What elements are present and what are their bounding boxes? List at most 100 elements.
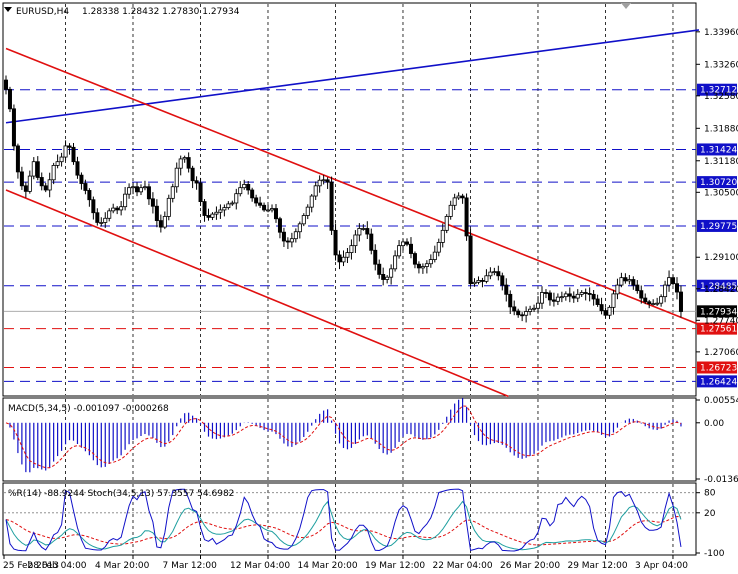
candle-body [111, 207, 116, 212]
candle-body [142, 186, 147, 189]
candle-body [135, 186, 140, 193]
candle-body [103, 217, 108, 223]
ohlc-readout: 1.28338 1.28432 1.27830 1.27934 [82, 7, 240, 17]
candle-body [119, 206, 124, 211]
level-label: 1.26424 [700, 377, 737, 387]
candle-body [19, 171, 24, 187]
time-tick-label: 7 Mar 12:00 [162, 561, 217, 571]
macd-tick-label: 0.005549 [704, 396, 738, 406]
candle-body [71, 146, 76, 163]
trendline [5, 29, 700, 124]
level-label: 1.29775 [700, 222, 737, 232]
candle-body [313, 185, 318, 197]
level-label-box [697, 176, 737, 189]
candle-body [627, 279, 632, 282]
time-tick-label: 25 Feb 2013 [3, 561, 59, 571]
candle-body [59, 156, 64, 163]
time-tick-label: 3 Apr 04:00 [635, 561, 688, 571]
candle-body [262, 204, 267, 211]
candle-body [67, 145, 72, 148]
price-tick-label: 1.28420 [704, 285, 738, 295]
candle-body [436, 242, 441, 253]
candle-body [412, 253, 417, 265]
candle-body [186, 157, 191, 169]
time-tick-label: 19 Mar 12:00 [365, 561, 425, 571]
candle-body [218, 209, 223, 213]
stoch-main-line [5, 500, 682, 551]
candle-body [297, 223, 302, 233]
candle-body [504, 284, 509, 295]
candle-body [408, 243, 413, 254]
shift-marker-icon[interactable] [621, 3, 631, 9]
candle-body [623, 277, 628, 282]
collapse-arrow-icon[interactable] [4, 7, 12, 12]
vertical-gridlines [65, 4, 674, 554]
candle-body [575, 293, 580, 299]
candle-body [317, 179, 322, 187]
candle-body [547, 292, 552, 301]
candle-body [162, 216, 167, 228]
level-label: 1.30720 [700, 178, 737, 188]
candle-body [591, 293, 596, 300]
macd-axis: 0.005549 0.00 -0.013690 [696, 396, 738, 485]
candle-body [95, 212, 100, 223]
candle-body [333, 229, 338, 256]
candle-body [91, 199, 96, 214]
candle-body [258, 202, 263, 206]
candle-body [607, 306, 612, 316]
candle-body [512, 306, 517, 312]
price-tick-label: 1.27060 [704, 348, 738, 358]
candle-body [329, 181, 334, 231]
candle-body [131, 186, 136, 189]
candle-body [301, 215, 306, 225]
candle-body [146, 186, 151, 200]
candle-body [353, 234, 358, 247]
price-tick-label: 1.33260 [704, 60, 738, 70]
level-label-box [697, 322, 737, 335]
candle-body [55, 161, 60, 166]
candle-body [492, 271, 497, 274]
candle-body [365, 228, 370, 235]
candle-body [464, 197, 469, 237]
candle-body [246, 184, 251, 191]
candle-body [424, 263, 429, 267]
candle-body [508, 293, 513, 308]
candle-body [397, 245, 402, 257]
candle-body [385, 276, 390, 280]
candle-body [524, 311, 529, 316]
candle-body [166, 197, 171, 217]
candle-body [182, 157, 187, 160]
candle-body [675, 283, 680, 293]
stoch-panel [2, 482, 697, 556]
candle-body [516, 310, 521, 316]
level-label-box [697, 219, 737, 232]
stoch-tick-label: -100 [704, 549, 725, 559]
candle-body [277, 218, 282, 233]
candle-body [595, 298, 600, 305]
candle-body [305, 206, 310, 216]
candle-body [115, 207, 120, 211]
candle-body [39, 177, 44, 187]
candle-body [496, 271, 501, 277]
time-tick-label: 29 Mar 12:00 [567, 561, 627, 571]
level-label-box [697, 83, 737, 96]
time-tick-label: 26 Mar 20:00 [500, 561, 560, 571]
candle-body [520, 314, 525, 317]
time-tick-label: 4 Mar 20:00 [95, 561, 150, 571]
candle-body [536, 302, 541, 309]
candle-body [571, 295, 576, 299]
candle-body [420, 266, 425, 269]
candle-body [234, 193, 239, 204]
candle-body [87, 190, 92, 201]
candle-body [639, 290, 644, 299]
stoch-title: %R(14) -88.9244 Stoch(34,5,13) 57.3557 5… [8, 489, 234, 499]
candle-body [238, 187, 243, 195]
time-tick-label: 28 Feb 04:00 [27, 561, 86, 571]
candle-body [11, 108, 16, 147]
candle-body [226, 203, 231, 209]
horizontal-levels [4, 89, 696, 382]
level-label-box [697, 279, 737, 292]
candle-body [349, 245, 354, 254]
stoch-tick-label: 20 [704, 509, 716, 519]
